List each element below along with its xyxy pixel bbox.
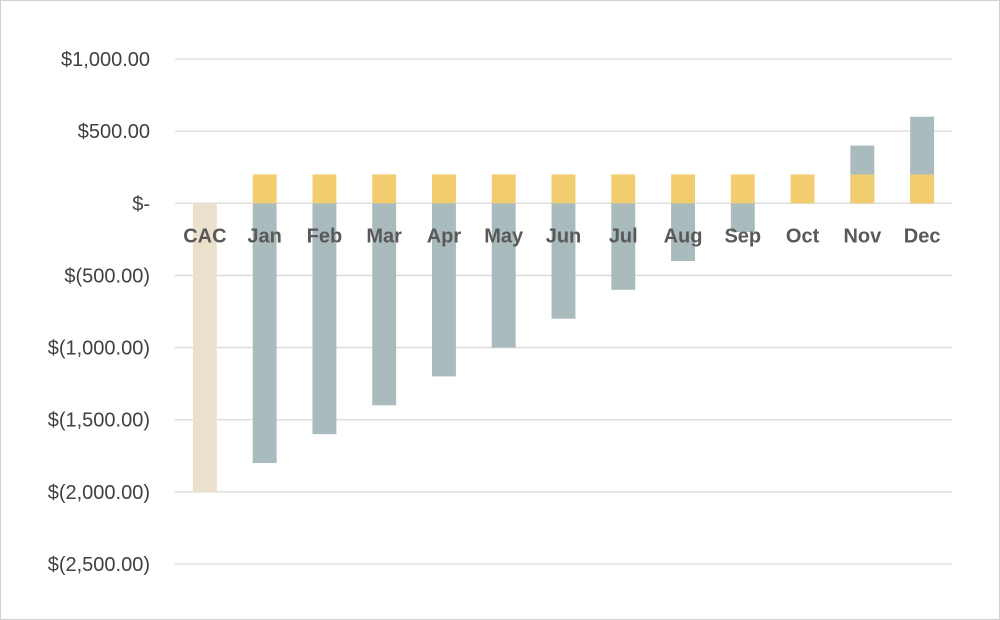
category-label-may: May: [484, 225, 524, 247]
y-tick-label: $1,000.00: [61, 49, 150, 71]
bar-jan-series-2: [252, 203, 277, 464]
bar-aug-series-2: [671, 203, 695, 261]
bar-dec-series-3: [910, 174, 935, 204]
category-label-dec: Dec: [904, 225, 941, 247]
bar-oct-series-3: [790, 174, 815, 204]
bar-mar-series-2: [372, 203, 397, 406]
category-label-cac: CAC: [183, 225, 226, 247]
category-label-mar: Mar: [366, 225, 402, 247]
category-label-jul: Jul: [609, 225, 638, 247]
y-tick-label: $(2,000.00): [48, 482, 150, 504]
bar-nov-series-3: [850, 174, 875, 204]
bar-jul-series-3: [611, 174, 636, 204]
bars: [192, 116, 935, 492]
bar-feb-series-2: [312, 203, 337, 435]
category-label-nov: Nov: [843, 225, 882, 247]
category-label-aug: Aug: [664, 225, 703, 247]
bar-jan-series-3: [252, 174, 277, 204]
y-tick-label: $500.00: [78, 121, 150, 143]
y-axis-tick-labels: $1,000.00 $500.00 $- $(500.00) $(1,000.00) $(…: [48, 49, 150, 576]
category-label-jan: Jan: [247, 225, 281, 247]
y-tick-label: $(1,500.00): [48, 410, 150, 432]
y-tick-label: $(1,000.00): [48, 338, 150, 360]
bar-sep-series-3: [730, 174, 755, 204]
bar-cac-series-1: [192, 203, 217, 492]
y-tick-label: $-: [132, 193, 150, 215]
bar-jun-series-2: [551, 203, 576, 319]
category-label-feb: Feb: [307, 225, 343, 247]
bar-jun-series-3: [551, 174, 576, 204]
bar-jul-series-2: [611, 203, 636, 290]
y-tick-label: $(2,500.00): [48, 554, 150, 576]
bar-may-series-2: [491, 203, 516, 348]
bar-may-series-3: [491, 174, 516, 204]
bar-feb-series-3: [312, 174, 337, 204]
bar-apr-series-2: [432, 203, 456, 377]
gridlines: [175, 58, 952, 565]
category-label-apr: Apr: [427, 225, 462, 247]
y-tick-label: $(500.00): [64, 265, 150, 287]
category-label-oct: Oct: [786, 225, 820, 247]
bar-mar-series-3: [372, 174, 397, 204]
bar-apr-series-3: [432, 174, 456, 204]
bar-aug-series-3: [671, 174, 695, 204]
category-label-jun: Jun: [546, 225, 582, 247]
category-label-sep: Sep: [724, 225, 761, 247]
bar-sep-series-2: [730, 203, 755, 233]
category-labels: CAC Jan Feb Mar Apr May Jun Jul Aug Sep Oct Nov Dec: [183, 225, 940, 247]
